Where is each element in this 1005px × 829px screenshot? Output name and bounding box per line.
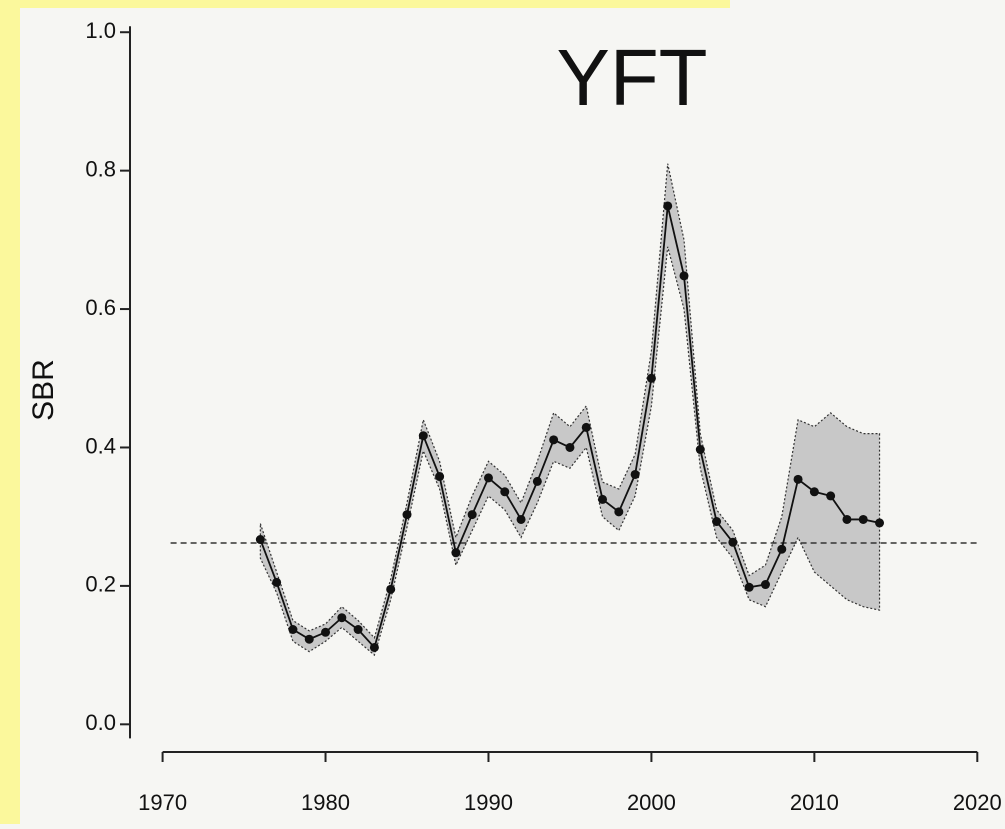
point [467,510,477,520]
point [272,577,282,587]
point [353,624,363,634]
point [369,642,379,652]
point [598,494,608,504]
point [500,487,510,497]
x-tick-label: 1970 [138,790,187,815]
point [483,473,493,483]
point [744,582,754,592]
point [418,431,428,441]
point [614,507,624,517]
point [728,537,738,547]
point [679,271,689,281]
point [451,548,461,558]
point [760,580,770,590]
point [516,514,526,524]
x-tick-label: 1980 [301,790,350,815]
point [337,613,347,623]
y-tick-label: 0.0 [85,710,116,735]
point [304,634,314,644]
point [532,476,542,486]
point [435,472,445,482]
point [809,487,819,497]
x-tick-label: 1990 [464,790,513,815]
point [402,510,412,520]
point [255,535,265,545]
point [386,584,396,594]
point [321,627,331,637]
point [630,469,640,479]
point [646,373,656,383]
y-tick-label: 0.4 [85,433,116,458]
x-tick-label: 2000 [627,790,676,815]
y-axis-label: SBR [27,359,60,421]
point [288,624,298,634]
point [777,544,787,554]
point [826,491,836,501]
point [549,435,559,445]
point [663,201,673,211]
point [695,445,705,455]
y-tick-label: 0.6 [85,295,116,320]
point [875,518,885,528]
point [712,517,722,527]
point [842,514,852,524]
chart-title: YFT [556,33,707,122]
y-tick-label: 0.8 [85,156,116,181]
top-strip [0,0,730,8]
point [858,514,868,524]
point [581,422,591,432]
y-tick-label: 1.0 [85,18,116,43]
y-tick-label: 0.2 [85,572,116,597]
x-tick-label: 2010 [790,790,839,815]
point [565,442,575,452]
point [793,474,803,484]
x-tick-label: 2020 [953,790,1002,815]
left-strip [0,0,20,824]
